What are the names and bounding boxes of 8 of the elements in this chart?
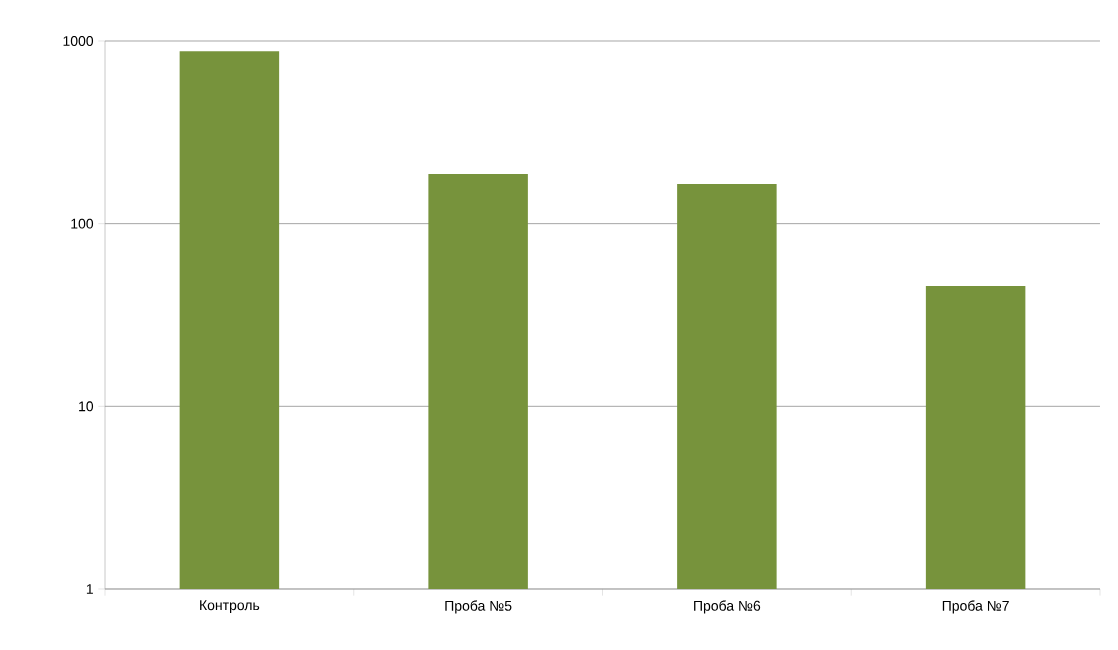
y-tick-label: 1 — [86, 584, 93, 594]
y-tick-label: 100 — [71, 218, 94, 229]
x-tick-label: Проба №5 — [445, 600, 512, 614]
y-tick-label: 10 — [79, 401, 94, 412]
x-tick-label: Проба №7 — [942, 600, 1009, 614]
x-tick-label: Проба №6 — [694, 600, 761, 614]
y-tick-label: 1000 — [63, 36, 94, 46]
x-tick-label: Контроль — [200, 600, 260, 613]
